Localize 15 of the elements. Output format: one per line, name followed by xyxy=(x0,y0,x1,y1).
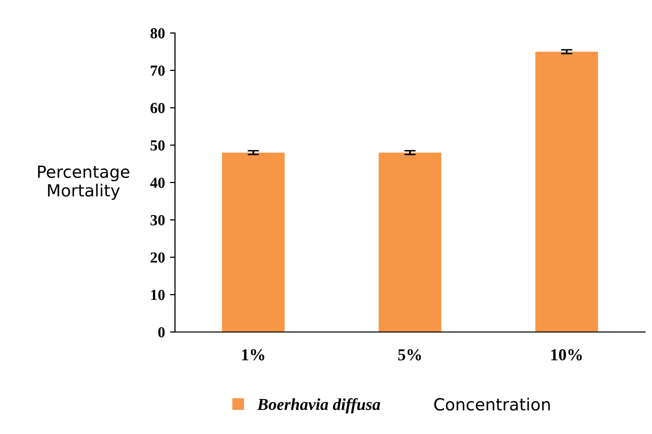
x-tick-label: 5% xyxy=(398,349,421,360)
y-tick-label: 70 xyxy=(150,66,165,76)
y-tick-label: 20 xyxy=(150,252,165,263)
legend-label: Boerhavia diffusa xyxy=(257,398,380,414)
y-tick-label: 40 xyxy=(150,178,165,188)
x-tick-label: 1% xyxy=(242,349,264,360)
y-tick-label: 30 xyxy=(150,215,165,226)
y-tick-label: 60 xyxy=(150,102,165,114)
y-tick-label: 10 xyxy=(151,290,165,300)
y-tick-label: 50 xyxy=(150,140,165,151)
x-tick-label: 10% xyxy=(551,349,582,360)
y-tick-label: 0 xyxy=(158,327,165,338)
y-tick-label: 80 xyxy=(150,28,165,38)
x-axis-title: Concentration xyxy=(434,398,550,411)
y-axis-title: Percentage Mortality xyxy=(38,166,130,200)
